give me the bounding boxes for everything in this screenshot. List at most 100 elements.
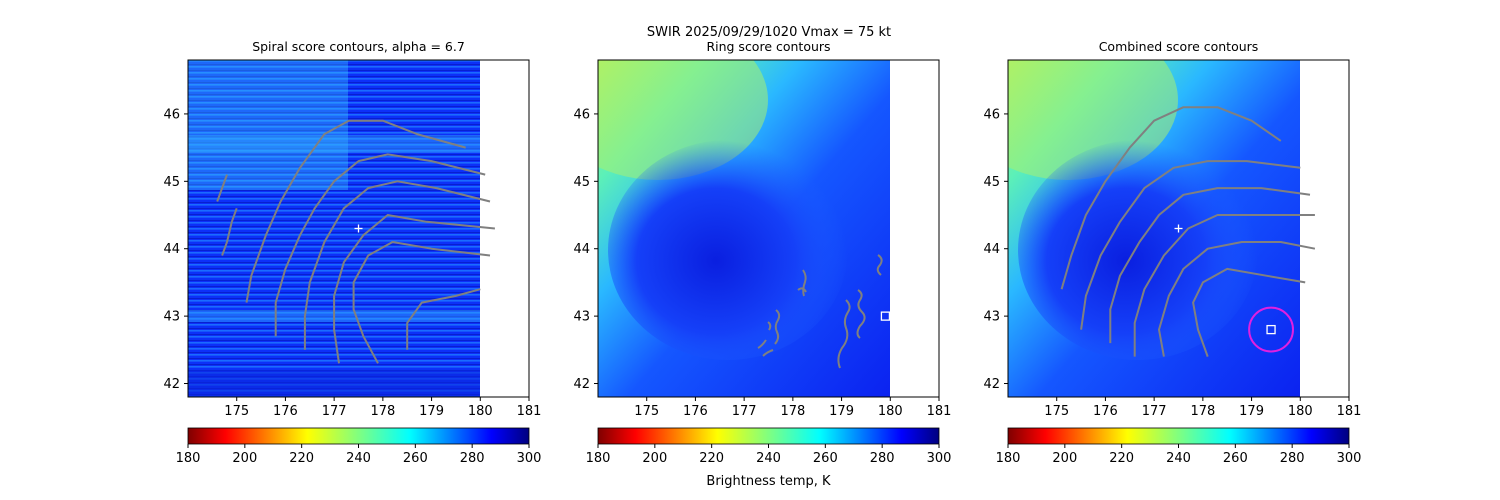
combined-colorbar-tick-label: 280 (1280, 451, 1305, 466)
spiral-score-contour (352, 241, 491, 364)
ring-colorbar-tick-label: 200 (642, 451, 667, 466)
ring-x-tick-label: 176 (683, 404, 708, 419)
ring-best-center-square (880, 311, 891, 321)
combined-colorbar-gradient (1007, 427, 1350, 445)
ring-colorbar: 180 200 220 240 260 280 300 Brightness temp, K (586, 427, 952, 489)
combined-x-tick-label: 180 (1288, 404, 1313, 419)
combined-x-tick-label: 179 (1239, 404, 1264, 419)
spiral-panel: Spiral score contours, alpha = 6.7 175 17… (163, 39, 541, 419)
spiral-colorbar-tick-label: 240 (346, 451, 371, 466)
ring-colorbar-tick-label: 260 (813, 451, 838, 466)
combined-x-tick-label: 175 (1044, 404, 1069, 419)
spiral-colorbar: 180 200 220 240 260 280 300 (176, 427, 542, 466)
combined-colorbar-tick-label: 220 (1109, 451, 1134, 466)
combined-score-contour (1192, 267, 1306, 357)
combined-y-tick-label: 43 (983, 310, 1000, 325)
combined-x-tick-label: 178 (1190, 404, 1215, 419)
spiral-colorbar-tick-label: 280 (460, 451, 485, 466)
combined-score-contour (1109, 187, 1311, 344)
ring-panel: Ring score contours 175 176 177 178 179 180 18… (573, 39, 951, 419)
spiral-colorbar-tick-label: 220 (289, 451, 314, 466)
ring-contour (876, 254, 883, 276)
ring-x-tick-label: 178 (780, 404, 805, 419)
combined-score-contour (1158, 241, 1316, 357)
spiral-score-contour (333, 214, 495, 364)
combined-x-tick-label: 177 (1142, 404, 1167, 419)
ring-y-tick-label: 45 (573, 175, 590, 190)
spiral-y-tick-label: 46 (163, 107, 180, 122)
spiral-heatmap-band-upper (188, 135, 480, 153)
ring-colorbar-tick-label: 240 (756, 451, 781, 466)
spiral-x-tick-label: 179 (419, 404, 444, 419)
ring-colorbar-tick-label: 220 (699, 451, 724, 466)
combined-y-tick-label: 46 (983, 107, 1000, 122)
spiral-heatmap (188, 60, 480, 397)
combined-y-tick-label: 45 (983, 175, 1000, 190)
ring-contour (797, 269, 807, 297)
spiral-colorbar-tick-label: 300 (517, 451, 542, 466)
combined-colorbar-tick-label: 180 (996, 451, 1021, 466)
spiral-score-contour (221, 207, 238, 256)
combined-score-contour (1060, 106, 1282, 290)
spiral-x-tick-label: 176 (273, 404, 298, 419)
ring-contour (767, 309, 781, 345)
combined-score-contour (1133, 214, 1315, 357)
spiral-y-tick-label: 42 (163, 377, 180, 392)
spiral-axes-frame (187, 59, 530, 398)
ring-y-tick-label: 44 (573, 242, 590, 257)
combined-panel-title: Combined score contours (1099, 39, 1259, 54)
combined-axes-frame (1007, 59, 1350, 398)
spiral-panel-title: Spiral score contours, alpha = 6.7 (252, 39, 465, 54)
ring-x-tick-label: 175 (634, 404, 659, 419)
ring-y-tick-label: 43 (573, 310, 590, 325)
ring-colorbar-tick-label: 180 (586, 451, 611, 466)
ring-axes-frame (597, 59, 940, 398)
combined-center-marker (1174, 224, 1183, 233)
ring-x-tick-label: 180 (878, 404, 903, 419)
ring-contour (837, 289, 866, 369)
ring-x-tick-label: 177 (732, 404, 757, 419)
ring-colorbar-gradient (597, 427, 940, 445)
spiral-score-contour (274, 153, 486, 337)
ring-panel-title: Ring score contours (706, 39, 830, 54)
ring-y-tick-label: 42 (573, 377, 590, 392)
combined-best-ring-circle (1248, 306, 1294, 353)
combined-y-tick-label: 42 (983, 377, 1000, 392)
ring-score-contours (757, 254, 883, 369)
combined-colorbar-tick-label: 260 (1223, 451, 1248, 466)
combined-y-tick-label: 44 (983, 242, 1000, 257)
spiral-score-contour (406, 288, 481, 350)
spiral-colorbar-tick-label: 200 (232, 451, 257, 466)
spiral-x-tick-label: 177 (322, 404, 347, 419)
spiral-x-tick-label: 175 (224, 404, 249, 419)
ring-y-tick-label: 46 (573, 107, 590, 122)
spiral-y-tick-label: 43 (163, 310, 180, 325)
spiral-colorbar-tick-label: 260 (403, 451, 428, 466)
combined-no-data-region (1300, 60, 1349, 397)
spiral-center-marker (354, 224, 363, 233)
spiral-colorbar-tick-label: 180 (176, 451, 201, 466)
spiral-y-tick-label: 45 (163, 175, 180, 190)
ring-no-data-region (890, 60, 939, 397)
figure-title: SWIR 2025/09/29/1020 Vmax = 75 kt (647, 25, 891, 40)
combined-colorbar-tick-label: 240 (1166, 451, 1191, 466)
colorbar-label: Brightness temp, K (706, 474, 831, 489)
combined-panel: Combined score contours 175 176 177 178 179 1… (983, 39, 1361, 419)
spiral-x-tick-label: 181 (517, 404, 542, 419)
spiral-score-contour (303, 180, 491, 350)
ring-contour (757, 339, 774, 357)
ring-colorbar-tick-label: 280 (870, 451, 895, 466)
ring-colorbar-tick-label: 300 (927, 451, 952, 466)
spiral-x-tick-label: 178 (370, 404, 395, 419)
combined-colorbar: 180 200 220 240 260 280 300 (996, 427, 1362, 466)
ring-x-tick-label: 179 (829, 404, 854, 419)
spiral-x-tick-label: 180 (468, 404, 493, 419)
combined-x-tick-label: 176 (1093, 404, 1118, 419)
combined-colorbar-tick-label: 300 (1337, 451, 1362, 466)
combined-heatmap-eye-region (1018, 140, 1258, 360)
spiral-y-tick-label: 44 (163, 242, 180, 257)
ring-heatmap-eye-region (608, 140, 848, 360)
spiral-score-contour (216, 174, 228, 202)
combined-score-contour (1080, 160, 1301, 330)
